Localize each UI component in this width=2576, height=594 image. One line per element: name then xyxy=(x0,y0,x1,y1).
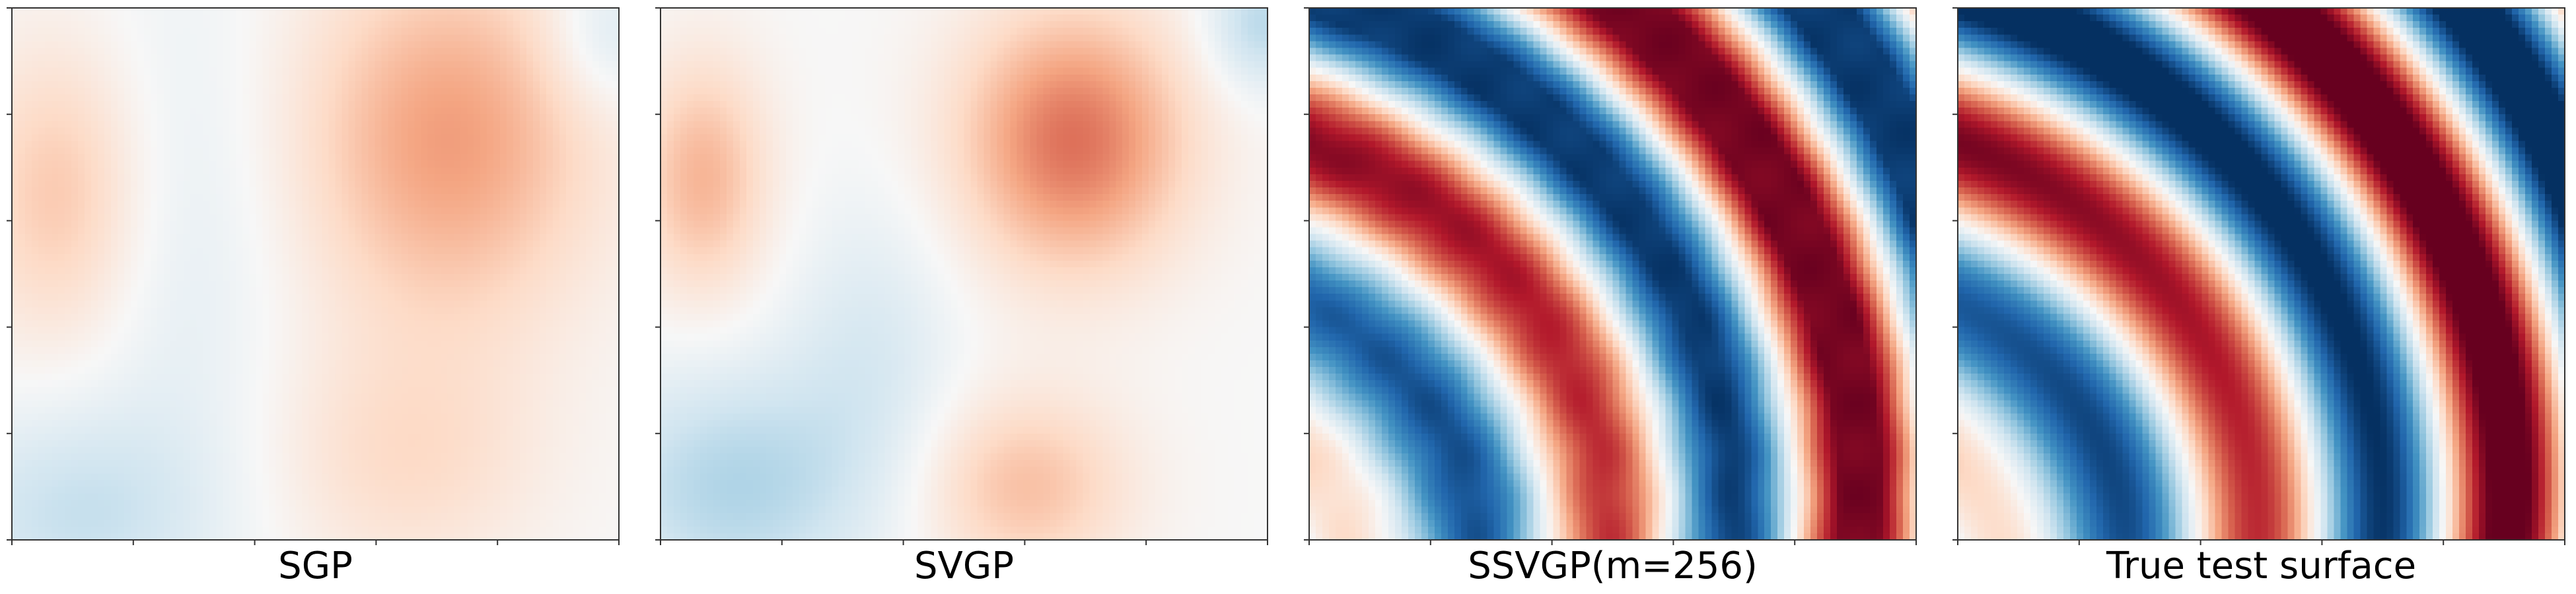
panel-title-ssvgp: SSVGP(m=256) xyxy=(1468,544,1758,587)
axes-svgp xyxy=(655,7,1268,545)
heatmap-true-surface xyxy=(1946,0,2567,548)
heatmap-canvas-true-surface xyxy=(1958,8,2565,540)
panel-sgp: SGP xyxy=(0,0,621,594)
panel-title-sgp: SGP xyxy=(278,544,353,587)
heatmap-canvas-svgp xyxy=(661,8,1268,540)
axes-sgp xyxy=(7,7,620,545)
heatmap-svgp xyxy=(649,0,1270,548)
panel-svgp: SVGP xyxy=(649,0,1270,594)
plot-border xyxy=(660,7,1268,541)
panel-true-surface: True test surface xyxy=(1946,0,2567,594)
panel-ssvgp: SSVGP(m=256) xyxy=(1297,0,1918,594)
heatmap-ssvgp xyxy=(1297,0,1918,548)
plot-border xyxy=(1308,7,1917,541)
panel-title-svgp: SVGP xyxy=(913,544,1015,587)
heatmap-canvas-ssvgp xyxy=(1309,8,1916,540)
axes-true-surface xyxy=(1952,7,2565,545)
heatmap-canvas-sgp xyxy=(12,8,619,540)
plot-border xyxy=(11,7,620,541)
plot-border xyxy=(1957,7,2565,541)
panel-title-true-surface: True test surface xyxy=(2106,544,2417,587)
heatmap-sgp xyxy=(0,0,621,548)
axes-ssvgp xyxy=(1304,7,1917,545)
